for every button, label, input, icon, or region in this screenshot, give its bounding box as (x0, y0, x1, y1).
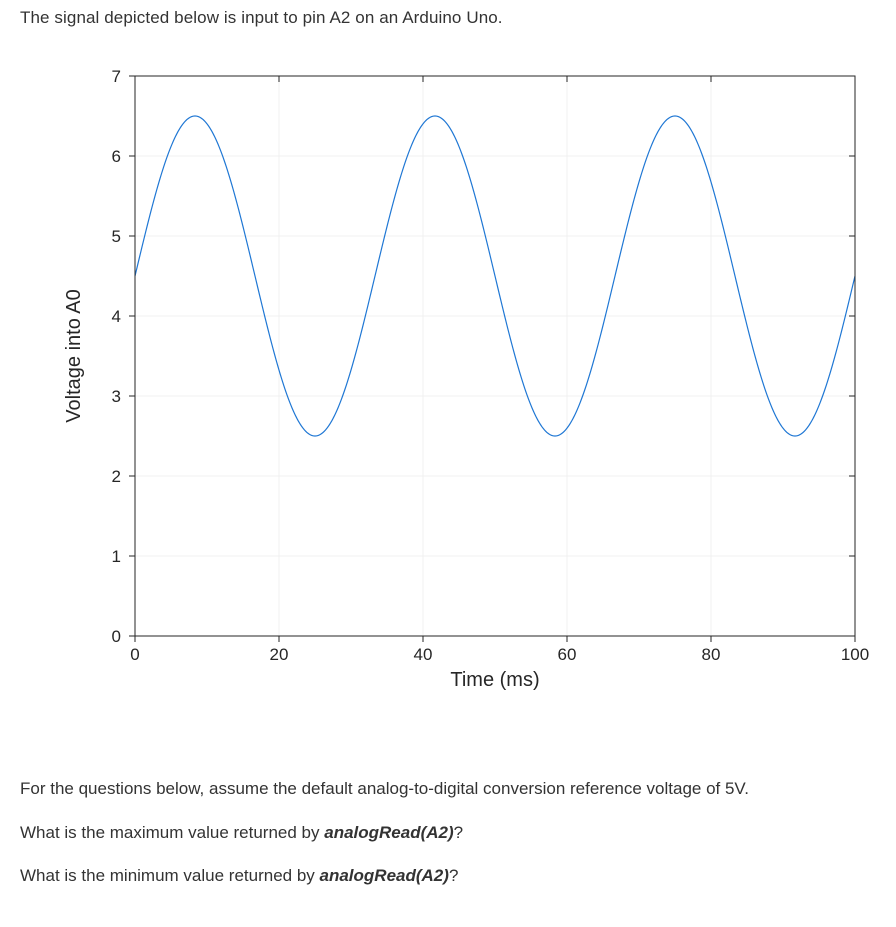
svg-text:100: 100 (841, 645, 869, 664)
svg-text:2: 2 (112, 467, 121, 486)
signal-chart: 0 20 40 60 80 100 0 1 2 3 4 5 6 7 Time (ms) Voltage int… (40, 56, 880, 716)
q2-suffix: ? (449, 866, 458, 885)
svg-text:20: 20 (270, 645, 289, 664)
svg-text:0: 0 (112, 627, 121, 646)
svg-text:Time (ms): Time (ms) (450, 669, 539, 691)
q1-prefix: What is the maximum value returned by (20, 823, 324, 842)
svg-text:3: 3 (112, 387, 121, 406)
q1-suffix: ? (454, 823, 463, 842)
question-1: What is the maximum value returned by an… (20, 820, 876, 846)
q2-function: analogRead(A2) (320, 866, 449, 885)
svg-text:60: 60 (558, 645, 577, 664)
question-2: What is the minimum value returned by an… (20, 863, 876, 889)
q1-function: analogRead(A2) (324, 823, 453, 842)
svg-text:1: 1 (112, 547, 121, 566)
q2-prefix: What is the minimum value returned by (20, 866, 320, 885)
chart-container: 02040608010001234567Time (ms)Voltage int… (40, 56, 860, 716)
intro-text: The signal depicted below is input to pi… (20, 8, 876, 28)
svg-text:6: 6 (112, 147, 121, 166)
svg-text:4: 4 (112, 307, 121, 326)
svg-text:Voltage into A0: Voltage into A0 (63, 289, 85, 422)
questions-block: For the questions below, assume the defa… (20, 776, 876, 889)
page: The signal depicted below is input to pi… (0, 0, 896, 927)
svg-text:80: 80 (702, 645, 721, 664)
questions-intro: For the questions below, assume the defa… (20, 776, 876, 802)
svg-text:5: 5 (112, 227, 121, 246)
svg-text:7: 7 (112, 67, 121, 86)
svg-text:0: 0 (130, 645, 139, 664)
svg-text:40: 40 (414, 645, 433, 664)
